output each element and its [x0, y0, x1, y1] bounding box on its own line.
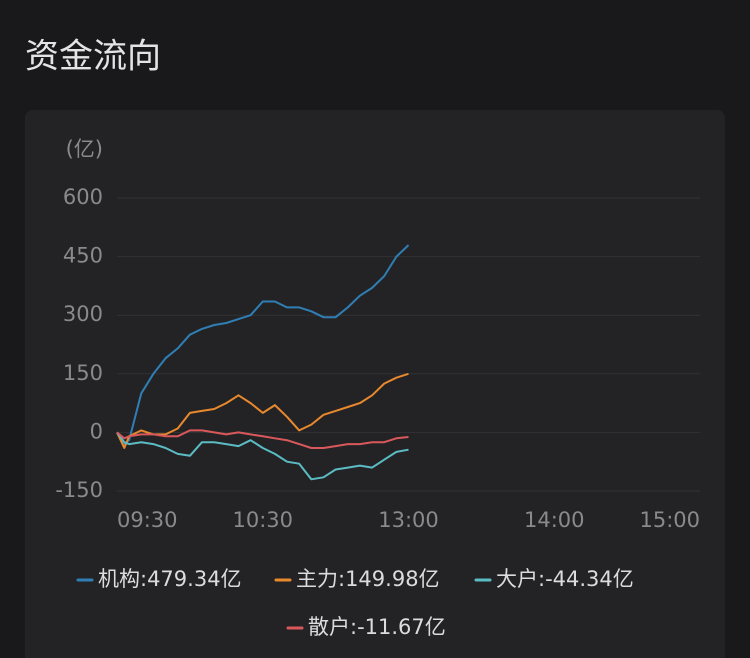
series-line: [116, 431, 409, 481]
card: [25, 110, 725, 658]
y-tick-label: 150: [63, 361, 103, 385]
legend-label: 散户:-11.67亿: [308, 615, 446, 639]
legend-label: 机构:479.34亿: [98, 567, 242, 591]
page-title: 资金流向: [25, 37, 161, 77]
x-tick-label: 13:00: [378, 508, 439, 532]
legend-label: 主力:149.98亿: [296, 567, 440, 591]
x-tick-label: 10:30: [232, 508, 293, 532]
x-tick-label: 15:00: [639, 508, 700, 532]
y-tick-label: -150: [55, 478, 103, 502]
x-tick-label: 09:30: [117, 508, 178, 532]
legend-label: 大户:-44.34亿: [496, 567, 634, 591]
series-line: [116, 244, 410, 446]
y-tick-label: 0: [90, 419, 103, 443]
y-tick-label: 450: [63, 244, 103, 268]
y-tick-label: 300: [63, 302, 103, 326]
y-axis-label: (亿): [66, 137, 103, 161]
x-tick-label: 14:00: [524, 508, 585, 532]
series-line: [116, 429, 409, 449]
y-tick-label: 600: [63, 185, 103, 209]
